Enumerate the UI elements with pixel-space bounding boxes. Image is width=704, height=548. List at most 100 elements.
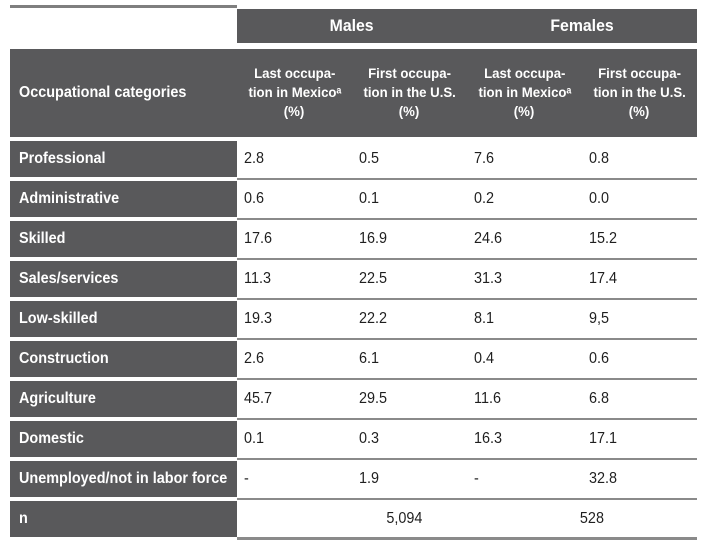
row-separator — [10, 377, 697, 381]
cell-value: - — [244, 470, 249, 487]
row-label-cell: Agriculture — [10, 381, 237, 417]
col-header-line: (%) — [399, 103, 420, 120]
data-cell: 0.5 — [352, 141, 467, 177]
row-label-cell: Skilled — [10, 221, 237, 257]
col-header-line: tion in Mexicoᵃ — [478, 84, 571, 101]
row-separator — [10, 257, 697, 261]
group-header-females-label: Females — [550, 16, 614, 35]
cell-value: 11.6 — [474, 390, 501, 407]
row-label-cell: Administrative — [10, 181, 237, 217]
cell-value: 0.8 — [589, 150, 610, 167]
data-cell: 17.1 — [582, 421, 697, 457]
data-cell: 15.2 — [582, 221, 697, 257]
col-header-males-first-us: First occupa- tion in the U.S. (%) — [352, 49, 467, 137]
col-header-line: tion in the U.S. — [363, 84, 456, 101]
data-cell: 31.3 — [467, 261, 582, 297]
cell-value: 1.9 — [359, 470, 380, 487]
cell-value: 7.6 — [474, 150, 495, 167]
cell-value: 15.2 — [589, 230, 618, 247]
table-row-administrative: Administrative 0.6 0.1 0.2 0.0 — [10, 181, 697, 217]
row-label: Agriculture — [19, 390, 96, 407]
data-cell: 1.9 — [352, 461, 467, 497]
cell-value: 9,5 — [589, 310, 610, 327]
data-cell: 7.6 — [467, 141, 582, 177]
table-row-construction: Construction 2.6 6.1 0.4 0.6 — [10, 341, 697, 377]
cell-value: 0.4 — [474, 350, 495, 367]
top-rule-line — [10, 5, 237, 8]
data-cell: 9,5 — [582, 301, 697, 337]
cell-value: 29.5 — [359, 390, 388, 407]
cell-value: 2.8 — [244, 150, 265, 167]
separator-line — [237, 458, 697, 460]
separator-line — [237, 418, 697, 420]
data-cell: 19.3 — [237, 301, 352, 337]
row-separator — [10, 297, 697, 301]
cell-value: 8.1 — [474, 310, 495, 327]
data-cell: 2.6 — [237, 341, 352, 377]
row-label: Professional — [19, 150, 106, 167]
data-cell: 17.4 — [582, 261, 697, 297]
data-cell: 16.3 — [467, 421, 582, 457]
cell-value: - — [474, 470, 479, 487]
table-row-sales-services: Sales/services 11.3 22.5 31.3 17.4 — [10, 261, 697, 297]
row-label: Administrative — [19, 190, 120, 207]
data-cell: 17.6 — [237, 221, 352, 257]
data-cell: 0.0 — [582, 181, 697, 217]
column-header-row: Occupational categories Last occupa- tio… — [10, 49, 697, 137]
data-cell: - — [467, 461, 582, 497]
separator-line — [237, 218, 697, 220]
col-header-line: First occupa- — [368, 65, 451, 82]
table-row-unemployed: Unemployed/not in labor force - 1.9 - 32… — [10, 461, 697, 497]
cell-value: 0.6 — [244, 190, 265, 207]
col-header-line: (%) — [629, 103, 650, 120]
cell-value: 16.9 — [359, 230, 388, 247]
data-cell: 2.8 — [237, 141, 352, 177]
data-cell: 22.2 — [352, 301, 467, 337]
table-row-n: n 5,094 528 — [10, 501, 697, 537]
col-header-females-last-mexico: Last occupa- tion in Mexicoᵃ (%) — [467, 49, 582, 137]
row-label-cell: Unemployed/not in labor force — [10, 461, 237, 497]
data-cell: 16.9 — [352, 221, 467, 257]
cell-value: 31.3 — [474, 270, 503, 287]
group-header-males-label: Males — [330, 16, 374, 35]
cell-value: 0.6 — [589, 350, 610, 367]
row-header-cell: Occupational categories — [10, 49, 237, 137]
data-cell: - — [237, 461, 352, 497]
cell-value: 17.6 — [244, 230, 273, 247]
cell-value: 22.2 — [359, 310, 388, 327]
data-cell: 11.6 — [467, 381, 582, 417]
group-header-row: Males Females — [237, 9, 697, 43]
row-label: n — [19, 510, 28, 527]
cell-value: 16.3 — [474, 430, 503, 447]
cell-value: 528 — [579, 510, 605, 527]
cell-value: 45.7 — [244, 390, 273, 407]
cell-value: 17.1 — [589, 430, 618, 447]
bottom-border-line — [237, 537, 697, 540]
row-header-label: Occupational categories — [19, 84, 187, 101]
data-cell: 0.6 — [582, 341, 697, 377]
row-separator — [10, 217, 697, 221]
data-cell: 0.1 — [237, 421, 352, 457]
data-cell: 6.8 — [582, 381, 697, 417]
cell-value: 0.0 — [589, 190, 610, 207]
row-label-cell: Domestic — [10, 421, 237, 457]
row-separator — [10, 457, 697, 461]
separator-line — [237, 338, 697, 340]
col-header-line: Last occupa- — [253, 65, 336, 82]
group-header-males: Males — [237, 9, 467, 43]
row-label: Domestic — [19, 430, 84, 447]
cell-value: 2.6 — [244, 350, 265, 367]
data-cell: 11.3 — [237, 261, 352, 297]
row-label-cell: Sales/services — [10, 261, 237, 297]
row-label-cell: Construction — [10, 341, 237, 377]
separator-line — [237, 498, 697, 500]
row-label-cell: Professional — [10, 141, 237, 177]
table-row-professional: Professional 2.8 0.5 7.6 0.8 — [10, 141, 697, 177]
row-separator — [10, 177, 697, 181]
table-body: Professional 2.8 0.5 7.6 0.8 Administrat… — [10, 141, 697, 540]
row-separator — [10, 337, 697, 341]
col-header-line: Last occupa- — [483, 65, 566, 82]
cell-value: 32.8 — [589, 470, 618, 487]
col-header-line: (%) — [284, 103, 305, 120]
